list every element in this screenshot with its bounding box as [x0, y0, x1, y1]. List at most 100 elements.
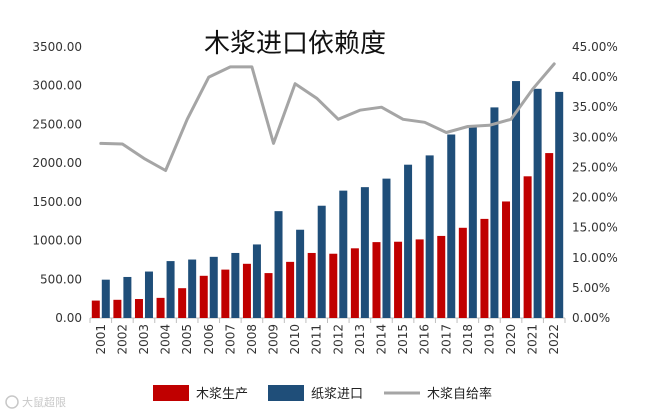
import-bar — [296, 229, 305, 318]
y-left-tick-label: 1000.00 — [32, 234, 82, 248]
chart-title: 木浆进口依赖度 — [204, 29, 386, 59]
y-right-tick-label: 20.00% — [572, 191, 618, 205]
import-bar — [252, 244, 261, 318]
y-left-tick-label: 2500.00 — [32, 117, 82, 131]
y-left-tick-label: 3000.00 — [32, 79, 82, 93]
x-tick-label: 2017 — [439, 324, 453, 355]
import-bar — [101, 279, 110, 318]
x-tick-label: 2020 — [504, 324, 518, 355]
watermark-text: 大鼠超限 — [22, 395, 66, 409]
production-bar — [415, 239, 424, 318]
selfsufficiency-line — [99, 62, 556, 172]
y-right-tick-label: 35.00% — [572, 100, 618, 114]
import-bar — [209, 256, 218, 318]
x-tick-label: 2001 — [94, 324, 108, 355]
production-bar — [394, 241, 403, 318]
import-bar — [339, 190, 348, 318]
y-right-tick-label: 0.00% — [572, 311, 610, 325]
watermark-logo-icon — [5, 395, 19, 409]
y-right-tick-label: 30.00% — [572, 130, 618, 144]
production-bar — [199, 275, 208, 318]
import-bar — [490, 107, 499, 318]
production-bar — [113, 299, 122, 318]
bar-series-production — [91, 153, 554, 318]
production-bar — [156, 297, 165, 318]
import-bar — [144, 271, 153, 318]
line-series — [99, 62, 556, 172]
legend-label-production: 木浆生产 — [196, 387, 248, 402]
watermark: 大鼠超限 — [5, 395, 66, 409]
import-bar — [512, 81, 521, 318]
legend-label-selfsufficiency: 木浆自给率 — [427, 386, 492, 402]
legend: 木浆生产 纸浆进口 木浆自给率 — [153, 385, 492, 402]
y-right-tick-label: 15.00% — [572, 221, 618, 235]
x-tick-label: 2004 — [159, 324, 173, 355]
x-tick-label: 2007 — [223, 324, 237, 355]
production-bar — [286, 261, 295, 318]
production-bar — [437, 235, 446, 318]
y-right-tick-label: 10.00% — [572, 251, 618, 265]
production-bar — [307, 252, 316, 318]
y-left-tick-label: 1500.00 — [32, 195, 82, 209]
production-bar — [502, 201, 511, 318]
import-bar — [317, 205, 326, 318]
import-bar — [555, 91, 564, 318]
legend-swatch-import — [268, 385, 304, 401]
import-bar — [468, 125, 477, 318]
y-left-tick-label: 0.00 — [55, 311, 82, 325]
import-bar — [231, 252, 240, 318]
production-bar — [91, 300, 100, 318]
x-tick-label: 2012 — [331, 324, 345, 355]
production-bar — [329, 253, 338, 318]
x-tick-label: 2016 — [418, 324, 432, 355]
x-tick-label: 2011 — [310, 324, 324, 355]
production-bar — [221, 269, 230, 318]
production-bar — [350, 248, 359, 318]
legend-label-import: 纸浆进口 — [311, 387, 363, 402]
y-left-tick-label: 3500.00 — [32, 40, 82, 54]
y-right-tick-label: 5.00% — [572, 281, 610, 295]
x-tick-label: 2018 — [461, 324, 475, 355]
y-axis-left: 0.00 500.00 1000.00 1500.00 2000.00 2500.00 30… — [32, 40, 82, 325]
bar-series — [91, 81, 564, 318]
bar-series-import — [101, 81, 564, 318]
x-tick-label: 2002 — [115, 324, 129, 355]
production-bar — [545, 153, 554, 318]
x-tick-label: 2015 — [396, 324, 410, 355]
import-bar — [447, 134, 456, 318]
x-tick-label: 2003 — [137, 324, 151, 355]
production-bar — [264, 273, 273, 318]
import-bar — [425, 155, 434, 318]
x-axis: 2001 2002 2003 2004 2005 2006 2007 2008 2009 2010… — [89, 317, 566, 355]
production-bar — [242, 263, 251, 318]
production-bar — [523, 176, 532, 318]
production-bar — [134, 299, 143, 318]
y-right-tick-label: 25.00% — [572, 160, 618, 174]
y-right-tick-label: 45.00% — [572, 40, 618, 54]
x-tick-label: 2005 — [180, 324, 194, 355]
x-tick-label: 2014 — [374, 324, 388, 355]
production-bar — [458, 227, 467, 318]
production-bar — [372, 242, 381, 318]
import-bar — [274, 211, 283, 318]
x-tick-label: 2013 — [353, 324, 367, 355]
import-bar — [360, 187, 369, 318]
x-tick-label: 2022 — [547, 324, 561, 355]
import-bar — [166, 261, 175, 318]
production-bar — [178, 288, 187, 318]
x-tick-label: 2019 — [482, 324, 496, 355]
production-bar — [480, 218, 489, 318]
y-right-tick-label: 40.00% — [572, 70, 618, 84]
x-tick-label: 2008 — [245, 324, 259, 355]
x-tick-label: 2009 — [267, 324, 281, 355]
y-axis-right: 0.00% 5.00% 10.00% 15.00% 20.00% 25.00% 30.00%… — [572, 40, 618, 325]
import-bar — [404, 164, 413, 318]
import-bar — [382, 178, 391, 318]
y-left-tick-label: 2000.00 — [32, 156, 82, 170]
x-tick-label: 2010 — [288, 324, 302, 355]
y-left-tick-label: 500.00 — [40, 272, 82, 286]
import-bar — [533, 88, 542, 318]
import-bar — [123, 276, 132, 318]
x-tick-label: 2021 — [526, 324, 540, 355]
